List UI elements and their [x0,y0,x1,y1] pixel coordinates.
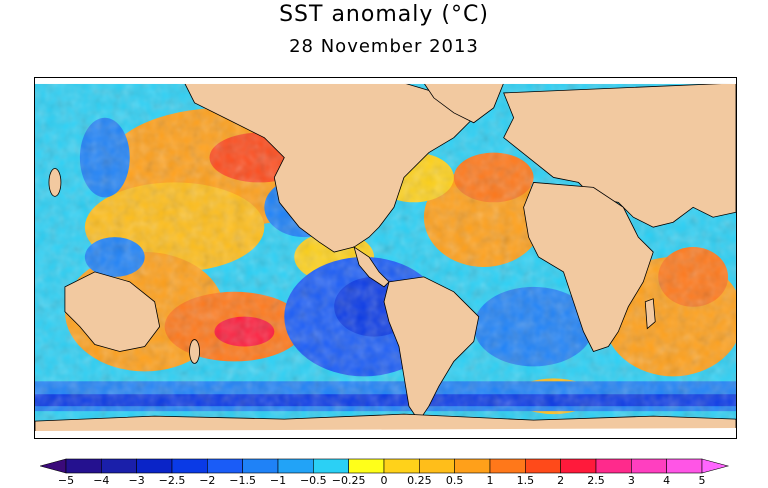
colorbar-segment [242,458,279,474]
colorbar-tick-label: −0.5 [299,474,327,487]
colorbar-tick-label: 5 [698,474,706,487]
colorbar-segment [101,458,137,474]
central-america [353,246,390,288]
colorbar-tick-label: −3 [128,474,145,487]
japan [48,168,62,197]
australia [64,271,161,352]
eurasia [503,82,736,228]
colorbar-tick-label: −4 [93,474,110,487]
colorbar-segment [419,458,455,474]
colorbar-segment [348,458,385,474]
map-date: 28 November 2013 [289,36,479,57]
new-zealand [189,339,200,364]
colorbar-segment [631,458,667,474]
south-america [383,276,480,422]
africa [523,181,654,352]
colorbar-tick-label: 0 [380,474,388,487]
map-title: SST anomaly (°C) [279,2,489,27]
colorbar-tick-label: 0.5 [445,474,464,487]
colorbar-tick-label: −1.5 [229,474,257,487]
colorbar-segment [136,458,173,474]
colorbar-tick-label: 1.5 [516,474,535,487]
colorbar-segment [560,458,597,474]
sst-anomaly-map [34,77,737,439]
colorbar-tick-label: −5 [57,474,75,487]
colorbar-tick-label: −0.25 [331,474,366,487]
colorbar-segment [383,458,420,474]
colorbar-segment [454,458,491,474]
colorbar-tick-label: 4 [663,474,671,487]
colorbar-segment [207,458,243,474]
colorbar-tick-label: −1 [269,474,287,487]
colorbar-tick-label: 2 [557,474,565,487]
colorbar [40,458,730,474]
colorbar-segment [277,458,314,474]
madagascar [644,298,656,330]
colorbar-tick-label: −2.5 [158,474,186,487]
colorbar-segment [666,458,703,474]
colorbar-tick-label: −2 [199,474,216,487]
colorbar-segment [525,458,561,474]
colorbar-segment [313,458,349,474]
colorbar-segment [595,458,632,474]
colorbar-tick-label: 0.25 [407,474,432,487]
sea-ice [35,78,736,438]
colorbar-tick-label: 1 [486,474,494,487]
colorbar-under-triangle [40,458,67,474]
colorbar-tick-label: 2.5 [587,474,605,487]
colorbar-segment [171,458,208,474]
colorbar-segment [65,458,102,474]
colorbar-over-triangle [701,458,730,474]
colorbar-tick-label: 3 [627,474,635,487]
colorbar-segment [489,458,526,474]
